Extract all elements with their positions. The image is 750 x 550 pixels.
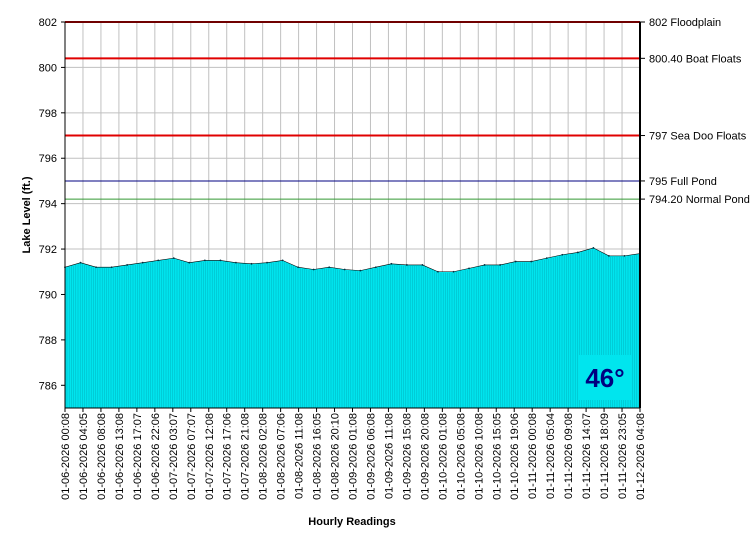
data-point: [266, 261, 268, 264]
x-tick-label: 01-11-2026 14:07: [581, 413, 593, 499]
x-tick-label: 01-06-2026 00:08: [60, 413, 72, 500]
x-tick-label: 01-07-2026 17:06: [222, 413, 234, 500]
data-point: [219, 259, 222, 262]
x-tick-label: 01-10-2026 05:08: [455, 413, 467, 500]
x-tick-label: 01-10-2026 15:05: [491, 413, 503, 500]
data-point: [514, 260, 517, 263]
y-tick-label: 796: [39, 153, 57, 165]
x-tick-label: 01-09-2026 06:08: [365, 413, 377, 500]
x-tick-label: 01-10-2026 19:06: [509, 413, 521, 500]
data-point: [328, 266, 331, 269]
data-point: [312, 268, 315, 271]
data-point: [281, 259, 284, 262]
reference-line-label: 795 Full Pond: [649, 176, 717, 188]
y-tick-label: 790: [39, 289, 57, 301]
x-tick-label: 01-10-2026 10:08: [473, 413, 485, 500]
data-point: [530, 260, 533, 263]
y-tick-label: 788: [39, 335, 57, 347]
x-tick-label: 01-08-2026 11:08: [294, 413, 306, 499]
data-point: [499, 264, 502, 266]
y-tick-label: 800: [39, 62, 57, 74]
x-tick-label: 01-08-2026 16:05: [312, 413, 324, 500]
x-tick-label: 01-08-2026 02:08: [258, 413, 270, 500]
temperature-badge-text: 46°: [585, 363, 624, 393]
x-tick-label: 01-09-2026 01:08: [348, 413, 360, 500]
lake-level-area: [64, 247, 641, 409]
y-tick-label: 786: [39, 380, 57, 392]
data-point: [545, 257, 548, 260]
data-point: [576, 251, 579, 254]
y-tick-label: 794: [39, 199, 57, 211]
data-point: [483, 264, 486, 266]
x-tick-label: 01-11-2026 18:09: [599, 413, 611, 499]
data-point: [452, 270, 455, 273]
data-point: [608, 254, 610, 257]
x-tick-label: 01-09-2026 15:08: [401, 413, 413, 500]
x-tick-label: 01-10-2026 01:08: [437, 413, 449, 500]
data-point: [623, 254, 626, 257]
x-tick-label: 01-06-2026 17:07: [132, 413, 144, 500]
data-point: [405, 264, 408, 266]
data-point: [359, 269, 362, 272]
data-point: [188, 261, 191, 264]
x-tick-label: 01-07-2026 21:08: [240, 413, 252, 500]
x-tick-label: 01-11-2026 05:04: [545, 413, 557, 499]
x-tick-label: 01-07-2026 03:07: [168, 413, 180, 500]
data-point: [390, 262, 393, 265]
data-point: [374, 266, 377, 269]
y-tick-label: 802: [39, 17, 57, 29]
x-tick-label: 01-09-2026 20:08: [419, 413, 431, 500]
data-point: [592, 247, 595, 249]
x-tick-label: 01-06-2026 22:06: [150, 413, 162, 500]
reference-line-label: 802 Floodplain: [649, 17, 721, 29]
data-point: [95, 266, 97, 269]
x-tick-label: 01-08-2026 20:10: [330, 413, 342, 500]
reference-line-label: 800.40 Boat Floats: [649, 53, 742, 65]
data-point: [141, 261, 144, 264]
x-tick-label: 01-07-2026 12:08: [204, 413, 216, 500]
x-tick-label: 01-06-2026 13:08: [114, 413, 126, 500]
data-point: [126, 264, 129, 266]
x-tick-label: 01-08-2026 07:06: [276, 413, 288, 500]
x-tick-label: 01-11-2026 00:08: [527, 413, 539, 499]
x-tick-label: 01-07-2026 07:07: [186, 413, 198, 500]
data-point: [437, 270, 439, 273]
y-axis-title: Lake Level (ft.): [21, 176, 33, 253]
data-point: [297, 266, 300, 269]
reference-line-label: 794.20 Normal Pond: [649, 194, 750, 206]
x-tick-label: 01-06-2026 08:08: [96, 413, 108, 500]
data-point: [421, 264, 424, 266]
x-tick-label: 01-11-2026 09:08: [563, 413, 575, 499]
data-point: [561, 253, 564, 256]
data-point: [157, 259, 160, 262]
data-point: [79, 261, 82, 264]
x-tick-label: 01-11-2026 23:05: [617, 413, 629, 499]
y-axis-ticks: 786 788 790 792 794 796 798 800 802: [39, 17, 65, 392]
data-point: [343, 268, 346, 271]
x-tick-label: 01-12-2026 04:08: [635, 413, 647, 500]
data-point: [172, 257, 175, 260]
x-axis-title: Hourly Readings: [308, 516, 395, 528]
data-point: [203, 259, 206, 262]
y-tick-label: 792: [39, 244, 57, 256]
data-point: [235, 261, 237, 264]
data-point: [250, 262, 253, 265]
temperature-badge: [578, 355, 632, 400]
x-tick-label: 01-06-2026 04:05: [78, 413, 90, 500]
reference-line-label: 797 Sea Doo Floats: [649, 131, 747, 143]
x-tick-label: 01-09-2026 11:08: [383, 413, 395, 499]
x-axis-ticks: 01-06-2026 00:08 01-06-2026 04:05 01-06-20…: [60, 408, 647, 500]
data-point: [468, 267, 470, 270]
area-series: [64, 247, 641, 409]
y-tick-label: 798: [39, 108, 57, 120]
data-point: [110, 266, 113, 269]
